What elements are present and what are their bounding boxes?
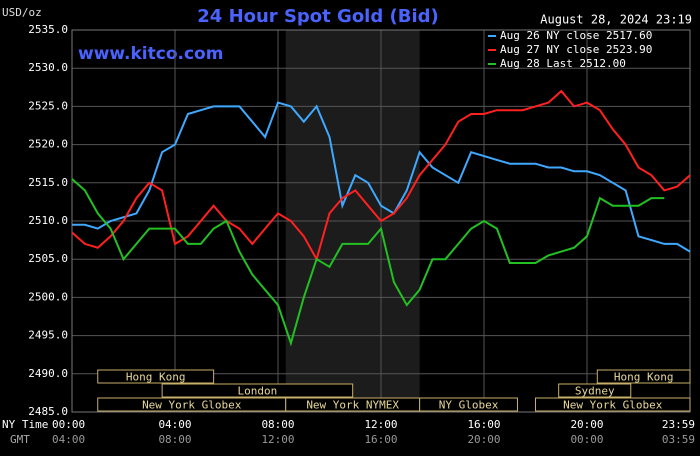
- gmt-tick-label: 12:00: [261, 433, 294, 446]
- y-tick-label: 2500.0: [28, 290, 68, 303]
- legend-label: Aug 28 Last 2512.00: [500, 57, 626, 70]
- series-line: [71, 178, 665, 347]
- y-tick-label: 2530.0: [28, 61, 68, 74]
- session-box: [535, 397, 691, 412]
- legend-label: Aug 27 NY close 2523.90: [500, 43, 652, 56]
- x-tick-label: 00:00: [52, 418, 85, 431]
- timestamp: August 28, 2024 23:19: [540, 13, 692, 27]
- session-label: London: [238, 385, 278, 398]
- session-box: [97, 369, 215, 384]
- x-tick-label: 20:00: [570, 418, 603, 431]
- x-tick-label: 04:00: [158, 418, 191, 431]
- y-tick-label: 2485.0: [28, 405, 68, 418]
- x-row-label: NY Time: [2, 418, 48, 431]
- y-tick-label: 2515.0: [28, 176, 68, 189]
- legend-label: Aug 26 NY close 2517.60: [500, 29, 652, 42]
- y-tick-label: 2525.0: [28, 99, 68, 112]
- y-tick-label: 2535.0: [28, 23, 68, 36]
- gmt-tick-label: 08:00: [158, 433, 191, 446]
- gmt-tick-label: 00:00: [570, 433, 603, 446]
- source: www.kitco.com: [78, 44, 223, 64]
- y-tick-label: 2520.0: [28, 138, 68, 151]
- session-box: [419, 397, 518, 412]
- x-tick-label: 23:59: [662, 418, 695, 431]
- session-label: NY Globex: [439, 399, 499, 412]
- y-tick-label: 2505.0: [28, 252, 68, 265]
- plot-border: [71, 29, 691, 413]
- y-tick-label: 2510.0: [28, 214, 68, 227]
- x-tick-label: 16:00: [467, 418, 500, 431]
- session-label: Hong Kong: [126, 371, 186, 384]
- session-label: Sydney: [575, 385, 615, 398]
- gmt-tick-label: 16:00: [364, 433, 397, 446]
- gmt-tick-label: 03:59: [662, 433, 695, 446]
- session-label: New York NYMEX: [306, 399, 399, 412]
- session-box: [558, 383, 632, 398]
- x-tick-label: 12:00: [364, 418, 397, 431]
- gmt-tick-label: 04:00: [52, 433, 85, 446]
- session-box: [161, 383, 354, 398]
- chart-title: 24 Hour Spot Gold (Bid): [197, 6, 438, 27]
- x-row-label: GMT: [10, 433, 30, 446]
- y-tick-label: 2495.0: [28, 329, 68, 342]
- session-label: Hong Kong: [614, 371, 674, 384]
- series-line: [72, 101, 691, 253]
- y-tick-label: 2490.0: [28, 367, 68, 380]
- gmt-tick-label: 20:00: [467, 433, 500, 446]
- session-label: New York Globex: [563, 399, 663, 412]
- y-axis-label: USD/oz: [2, 6, 42, 19]
- x-tick-label: 08:00: [261, 418, 294, 431]
- session-box: [596, 369, 691, 384]
- series-line: [71, 89, 691, 262]
- session-label: New York Globex: [142, 399, 242, 412]
